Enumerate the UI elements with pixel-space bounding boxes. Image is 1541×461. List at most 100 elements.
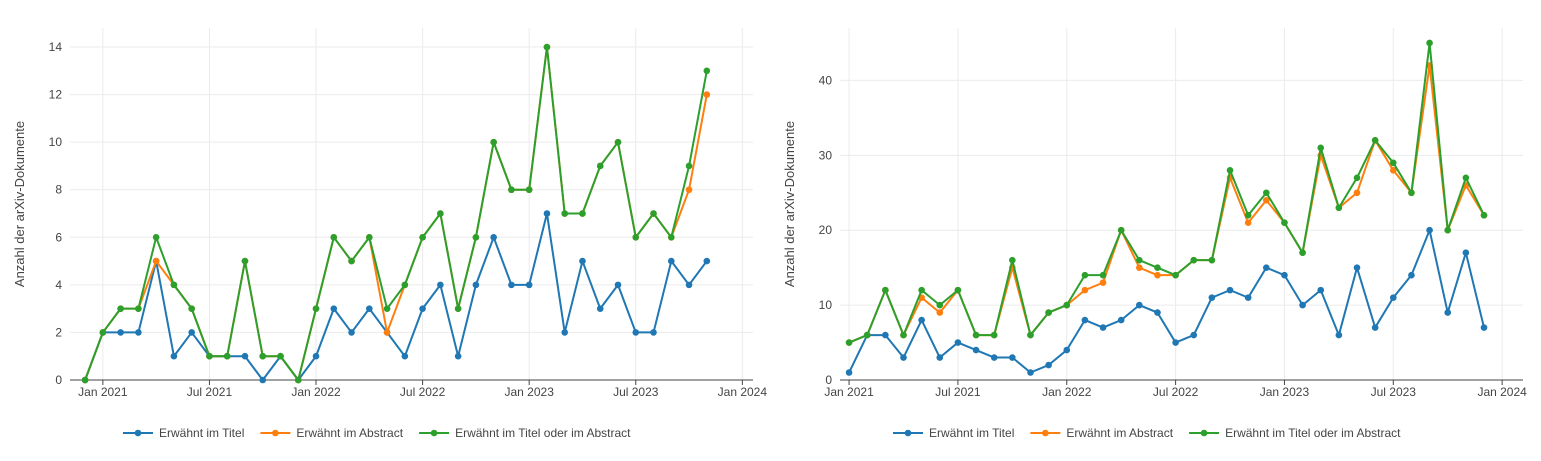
data-point (1081, 271, 1089, 279)
data-point (1281, 271, 1288, 279)
data-point (117, 305, 124, 312)
data-point (882, 286, 889, 294)
data-point (579, 210, 586, 217)
data-point (703, 67, 711, 75)
y-tick-label: 4 (55, 278, 62, 292)
data-point (1009, 354, 1016, 361)
x-tick-label: Jul 2023 (613, 385, 659, 399)
data-point (936, 354, 944, 361)
data-point (954, 339, 962, 346)
x-tick-label: Jan 2022 (291, 385, 341, 399)
data-point (1027, 331, 1034, 339)
data-point (366, 233, 373, 241)
legend-marker (134, 429, 142, 437)
data-point (437, 210, 444, 217)
data-point (845, 369, 853, 376)
y-tick-label: 14 (49, 40, 63, 54)
x-tick-label: Jul 2023 (1371, 385, 1417, 399)
series-line (84, 46, 708, 381)
data-point (918, 286, 925, 294)
data-point (1353, 264, 1361, 271)
data-point (596, 162, 604, 170)
data-point (561, 329, 569, 336)
data-point (508, 281, 515, 289)
x-tick-label: Jan 2021 (824, 385, 874, 399)
data-point (277, 352, 284, 360)
data-point (1426, 226, 1433, 234)
data-point (954, 286, 962, 294)
x-tick-label: Jul 2022 (1153, 385, 1199, 399)
x-tick-label: Jul 2021 (187, 385, 233, 399)
data-point (1009, 256, 1016, 264)
data-point (330, 305, 338, 312)
data-point (1045, 361, 1052, 369)
data-point (152, 233, 160, 241)
data-point (241, 352, 249, 360)
data-point (1335, 204, 1343, 212)
data-point (990, 331, 998, 339)
legend-marker (430, 429, 438, 437)
data-point (1389, 294, 1397, 301)
data-point (1263, 264, 1270, 271)
line-chart-right: 0 10 20 30 40 Jan 2021 Jul 2021 Jan 2022 Jul 202… (782, 28, 1527, 440)
y-tick-label: 0 (825, 373, 832, 387)
data-point (188, 305, 195, 312)
y-tick-label: 40 (819, 73, 833, 87)
data-point (117, 329, 124, 336)
data-point (1389, 166, 1397, 174)
data-point (135, 305, 142, 312)
data-point (437, 281, 444, 289)
data-point (1480, 211, 1488, 219)
x-tick-label: Jan 2024 (718, 385, 768, 399)
data-point (259, 376, 267, 384)
data-point (1408, 271, 1415, 279)
x-tick-label: Jan 2021 (78, 385, 128, 399)
data-point (525, 281, 533, 289)
data-point (1426, 39, 1433, 47)
data-point (1244, 294, 1252, 301)
data-point (1154, 309, 1161, 316)
data-point (1371, 324, 1379, 331)
data-point (454, 352, 462, 360)
data-point (900, 331, 907, 339)
y-tick-label: 20 (819, 223, 833, 237)
data-point (972, 331, 980, 339)
data-point (1244, 219, 1252, 227)
legend-label: Erwähnt im Titel oder im Abstract (1225, 426, 1401, 440)
data-point (1136, 256, 1143, 264)
x-tick-label: Jan 2023 (1260, 385, 1310, 399)
data-point (863, 331, 871, 339)
data-point (1136, 264, 1143, 271)
series-line (84, 46, 708, 381)
data-point (1190, 331, 1198, 339)
y-axis-label: Anzahl der arXiv-Dokumente (782, 121, 797, 287)
data-point (596, 305, 604, 312)
data-point (667, 257, 675, 265)
data-point (135, 329, 142, 336)
data-point (543, 43, 551, 51)
data-point (348, 257, 355, 265)
data-point (99, 329, 107, 336)
data-point (1462, 249, 1470, 256)
data-point (632, 233, 640, 241)
data-point (579, 257, 586, 265)
legend: Erwähnt im Titel Erwähnt im Abstract Erwäh… (893, 426, 1401, 440)
data-point (882, 331, 889, 339)
data-point (1027, 369, 1034, 376)
data-point (401, 281, 409, 289)
y-tick-label: 0 (55, 373, 62, 387)
data-point (650, 210, 657, 217)
series-line (848, 41, 1485, 344)
x-tick-label: Jan 2022 (1042, 385, 1092, 399)
data-point (632, 329, 640, 336)
x-tick-label: Jul 2022 (400, 385, 446, 399)
data-point (703, 257, 711, 265)
data-point (170, 352, 178, 360)
data-point (1063, 346, 1071, 354)
legend-marker (272, 429, 279, 437)
data-point (918, 316, 925, 324)
data-point (419, 233, 426, 241)
x-tick-label: Jul 2021 (935, 385, 981, 399)
data-point (454, 305, 462, 312)
data-point (1462, 174, 1470, 182)
